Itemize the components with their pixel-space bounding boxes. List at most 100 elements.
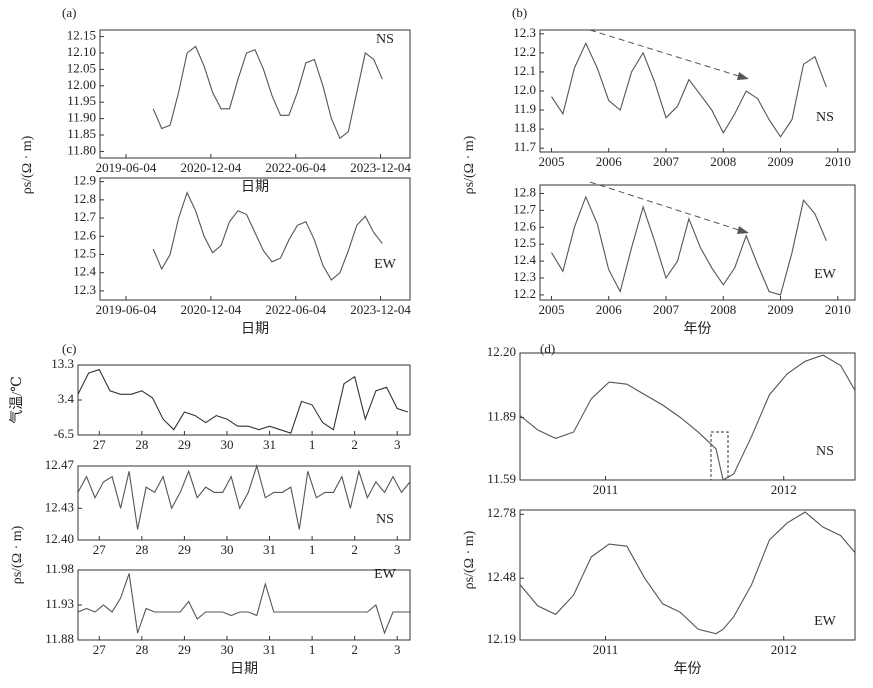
x-tick-label: 2022-06-04: [265, 302, 326, 317]
x-tick-label: 2007: [653, 154, 680, 169]
x-tick-label: 3: [394, 437, 401, 452]
y-tick-label: 12.05: [67, 60, 96, 75]
y-tick-label: -6.5: [53, 426, 74, 441]
data-line: [519, 354, 856, 481]
trend-arrows: [589, 29, 746, 233]
y-tick-label: 12.20: [487, 344, 516, 359]
y-tick-label: 12.40: [45, 531, 74, 546]
data-line: [77, 464, 411, 530]
component-label: EW: [814, 614, 837, 629]
y-tick-label: 12.47: [45, 457, 75, 472]
y-tick-label: 12.7: [73, 209, 96, 224]
y-tick-label: 11.89: [487, 409, 516, 424]
y-tick-label: 12.5: [73, 245, 96, 260]
x-tick-label: 2006: [596, 302, 623, 317]
data-line: [77, 368, 409, 434]
x-axis-label: 年份: [674, 661, 702, 677]
dashed-arrow: [589, 29, 746, 79]
plot-frame: [99, 177, 411, 301]
x-tick-label: 28: [135, 542, 148, 557]
y-tick-label: 12.19: [487, 631, 516, 646]
x-tick-label: 2005: [538, 302, 564, 317]
y-tick-label: 12.8: [73, 191, 96, 206]
component-label: EW: [374, 567, 397, 582]
plot-frame: [519, 509, 856, 641]
y-axis-label: ρs/(Ω · m): [20, 135, 35, 194]
y-tick-label: 11.93: [45, 596, 74, 611]
y-tick-label: 12.8: [513, 184, 536, 199]
y-tick-label: 12.0: [513, 82, 536, 97]
x-tick-label: 2008: [710, 154, 736, 169]
plot-frame: [77, 569, 411, 641]
x-axis-label: 日期: [241, 321, 269, 337]
panel-label: (c): [62, 341, 76, 356]
x-tick-label: 27: [93, 642, 107, 657]
x-tick-label: 29: [178, 437, 191, 452]
highlight-box: [710, 431, 729, 481]
x-tick-label: 30: [220, 542, 233, 557]
data-line: [152, 191, 383, 281]
arrow-head: [737, 226, 749, 234]
data-line: [551, 41, 827, 138]
x-tick-label: 2019-06-04: [96, 160, 157, 175]
x-tick-label: 2010: [825, 154, 851, 169]
y-tick-label: 12.3: [513, 269, 536, 284]
arrow-heads: [737, 72, 749, 234]
plot-frame: [99, 29, 411, 159]
y-tick-label: 12.00: [67, 77, 96, 92]
y-tick-label: 12.1: [513, 63, 536, 78]
x-tick-label: 27: [93, 437, 107, 452]
x-tick-label: 2009: [768, 154, 794, 169]
x-tick-label: 30: [220, 437, 233, 452]
y-tick-label: 12.6: [513, 218, 536, 233]
y-tick-label: 12.7: [513, 201, 536, 216]
y-tick-label: 12.3: [513, 25, 536, 40]
y-axis-label: ρs/(Ω · m): [462, 530, 477, 589]
y-axis-label: 气温/℃: [9, 376, 25, 424]
plot-frame: [519, 352, 856, 481]
y-tick-label: 12.2: [513, 44, 536, 59]
y-tick-label: 12.6: [73, 227, 96, 242]
y-tick-label: 11.59: [487, 471, 516, 486]
component-label: NS: [816, 110, 834, 125]
y-tick-label: 13.3: [51, 356, 74, 371]
component-label: NS: [816, 444, 834, 459]
y-tick-label: 11.85: [67, 126, 96, 141]
y-tick-label: 12.9: [73, 173, 96, 188]
x-tick-label: 2012: [771, 642, 797, 657]
y-tick-label: 12.4: [73, 264, 96, 279]
plot-frame: [77, 465, 411, 541]
x-tick-label: 2011: [593, 482, 619, 497]
y-tick-label: 12.15: [67, 28, 96, 43]
x-tick-label: 2020-12-04: [181, 160, 242, 175]
x-tick-label: 29: [178, 542, 191, 557]
y-axis-label: ρs/(Ω · m): [462, 135, 477, 194]
y-tick-label: 12.10: [67, 44, 96, 59]
x-tick-label: 27: [93, 542, 107, 557]
y-tick-label: 11.80: [67, 142, 96, 157]
x-tick-label: 2023-12-04: [350, 160, 411, 175]
arrow-head: [737, 72, 749, 80]
x-tick-label: 30: [220, 642, 233, 657]
x-tick-label: 2023-12-04: [350, 302, 411, 317]
plot-frame: [539, 184, 856, 301]
x-tick-label: 31: [263, 642, 276, 657]
panel-label: (d): [540, 341, 555, 356]
x-tick-label: 31: [263, 437, 276, 452]
data-line: [152, 45, 383, 140]
x-tick-label: 2007: [653, 302, 680, 317]
y-tick-label: 11.7: [514, 139, 537, 154]
component-label: EW: [374, 257, 397, 272]
y-tick-label: 12.2: [513, 286, 536, 301]
x-tick-label: 3: [394, 542, 401, 557]
x-axis-label: 日期: [230, 661, 258, 677]
y-tick-label: 12.48: [487, 569, 516, 584]
y-tick-label: 12.78: [487, 505, 516, 520]
x-tick-label: 2: [351, 542, 358, 557]
dashed-arrow: [589, 181, 746, 233]
x-tick-label: 2022-06-04: [265, 160, 326, 175]
x-tick-label: 2008: [710, 302, 736, 317]
x-tick-label: 2006: [596, 154, 623, 169]
y-axis-label: ρs/(Ω · m): [10, 525, 25, 584]
x-tick-label: 3: [394, 642, 401, 657]
